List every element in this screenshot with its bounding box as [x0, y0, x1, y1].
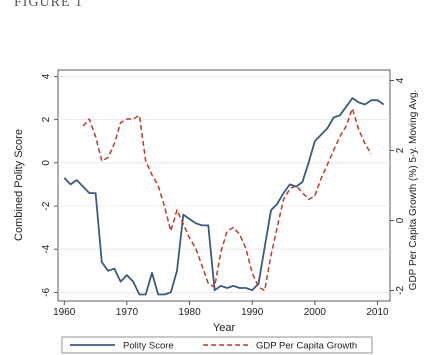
- x-tick-label: 1960: [53, 307, 76, 318]
- y-axis-label-right: GDP Per Capita Growth (%) 5-y. Moving Av…: [408, 90, 419, 291]
- polity-score-line: [63, 97, 385, 296]
- y-tick-label-right: -2: [395, 286, 406, 295]
- y-tick-label-left: -2: [41, 201, 52, 210]
- legend-box: [61, 336, 373, 354]
- x-tick-label: 2010: [366, 307, 389, 318]
- legend-label-polity: Polity Score: [123, 341, 174, 352]
- x-axis-label: Year: [213, 322, 236, 334]
- x-tick-label: 2000: [304, 307, 327, 318]
- y-tick-label-left: 0: [41, 160, 52, 166]
- x-tick-label: 1980: [178, 307, 201, 318]
- y-tick-label-left: -4: [41, 244, 52, 253]
- legend-label-gdp: GDP Per Capita Growth: [256, 341, 357, 352]
- y-tick-label-left: -6: [41, 287, 52, 296]
- legend: Polity Score GDP Per Capita Growth: [61, 336, 373, 354]
- plot-area: [57, 69, 391, 302]
- y-tick-label-left: 2: [41, 116, 52, 122]
- y-tick-label-left: 4: [41, 73, 52, 79]
- figure-label: FIGURE 1: [14, 0, 84, 10]
- y-tick-label-right: 2: [395, 147, 406, 153]
- y-tick-label-right: 4: [395, 77, 406, 83]
- x-tick-label: 1990: [241, 307, 264, 318]
- y-axis-label-left: Combined Polity Score: [13, 129, 25, 241]
- x-tick-label: 1970: [116, 307, 139, 318]
- gdp-growth-line: [82, 107, 372, 292]
- y-tick-label-right: 0: [395, 217, 406, 223]
